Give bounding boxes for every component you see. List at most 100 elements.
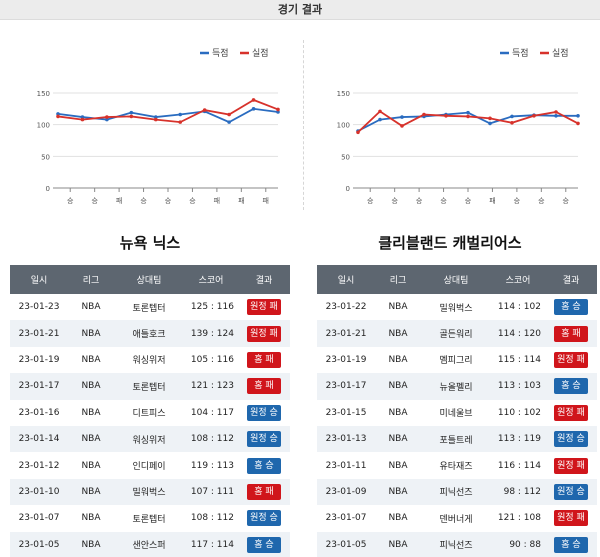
chart-divider	[303, 40, 304, 210]
opponent-cell: 피닉선즈	[439, 541, 473, 552]
date-cell: 23-01-17	[18, 381, 60, 392]
result-cell: 원정 패	[545, 505, 597, 531]
data-point	[80, 117, 85, 122]
league-cell: NBA	[81, 407, 101, 418]
data-point	[105, 117, 109, 122]
date-cell: 23-01-22	[325, 302, 367, 313]
score-cell: 114 : 102	[497, 302, 541, 313]
data-point	[129, 114, 134, 119]
data-point	[532, 114, 536, 118]
result-cell: 홈 승	[238, 532, 290, 557]
table-row: 23-01-14 NBA 워싱위저 108 : 112 원정 승	[10, 425, 290, 453]
x-tick-label: 승	[538, 197, 545, 205]
result-badge: 홈 승	[554, 378, 588, 395]
league-cell: NBA	[388, 486, 408, 497]
date-cell: 23-01-21	[18, 328, 60, 339]
date-cell: 23-01-05	[325, 539, 367, 550]
opponent-cell: 뉴올펠리	[439, 382, 473, 393]
result-badge: 원정 승	[247, 404, 281, 421]
opponent-cell: 덴버너게	[439, 514, 473, 525]
data-point	[400, 124, 404, 128]
date-cell: 23-01-10	[18, 486, 60, 497]
data-point	[576, 121, 580, 126]
date-cell: 23-01-17	[325, 381, 367, 392]
data-point	[422, 112, 426, 117]
league-cell: NBA	[81, 434, 101, 445]
result-cell: 원정 승	[545, 479, 597, 505]
x-tick-label: 승	[514, 197, 521, 205]
result-badge: 홈 패	[554, 325, 588, 342]
table-row: 23-01-16 NBA 디트피스 104 : 117 원정 승	[10, 399, 290, 426]
chart-left: 득점 실점 0 50 100 150 승 승 패 승 승 승 패 패 패	[0, 38, 300, 218]
data-point	[356, 130, 360, 135]
result-cell: 홈 패	[545, 320, 597, 346]
data-point	[488, 116, 492, 121]
result-cell: 원정 패	[545, 347, 597, 373]
date-cell: 23-01-07	[325, 513, 367, 524]
date-cell: 23-01-23	[18, 302, 60, 313]
date-cell: 23-01-14	[18, 434, 60, 445]
data-point	[251, 107, 256, 111]
league-cell: NBA	[81, 354, 101, 365]
league-cell: NBA	[81, 381, 101, 392]
score-cell: 114 : 120	[497, 328, 541, 339]
legend-label: 실점	[552, 47, 569, 59]
y-tick-label: 150	[337, 90, 350, 98]
series-line	[357, 110, 579, 133]
legend-label: 득점	[212, 47, 229, 59]
table-row: 23-01-23 NBA 토론텝터 125 : 116 원정 패	[10, 294, 290, 321]
team-title-left: 뉴욕 닉스	[119, 234, 181, 252]
league-cell: NBA	[388, 328, 408, 339]
data-point	[378, 109, 382, 114]
data-point	[554, 110, 558, 114]
opponent-cell: 포틀트레	[439, 435, 473, 446]
result-cell: 홈 패	[238, 347, 290, 373]
opponent-cell: 인디페이	[132, 462, 166, 473]
score-cell: 105 : 116	[190, 354, 234, 365]
results-table-header: 일시 리그 상대팀 스코어 결과	[10, 265, 290, 294]
result-cell: 원정 패	[238, 294, 290, 320]
score-cell: 116 : 114	[497, 460, 541, 471]
data-point	[153, 117, 158, 122]
date-cell: 23-01-13	[325, 434, 367, 445]
league-cell: NBA	[388, 513, 408, 524]
results-table-body: 23-01-23 NBA 토론텝터 125 : 116 원정 패 23-01-21 NBA 애…	[10, 294, 290, 557]
result-cell: 원정 승	[238, 400, 290, 426]
opponent-cell: 워싱위저	[132, 435, 166, 446]
table-row: 23-01-05 NBA 피닉선즈 90 : 88 홈 승	[317, 531, 597, 557]
column-header: 스코어	[198, 276, 224, 286]
opponent-cell: 피닉선즈	[439, 488, 473, 499]
x-tick-label: 승	[91, 197, 98, 205]
result-badge: 원정 승	[554, 483, 588, 500]
data-point	[488, 121, 492, 126]
score-cell: 104 : 117	[190, 407, 234, 418]
table-row: 23-01-13 NBA 포틀트레 113 : 119 원정 승	[317, 425, 597, 453]
result-cell: 원정 패	[545, 400, 597, 426]
x-tick-label: 승	[367, 197, 374, 205]
opponent-cell: 밀워벅스	[132, 488, 166, 499]
result-badge: 홈 승	[247, 457, 281, 474]
date-cell: 23-01-16	[18, 407, 60, 418]
x-tick-label: 승	[465, 197, 472, 205]
x-tick-label: 승	[189, 197, 196, 205]
league-cell: NBA	[81, 486, 101, 497]
table-row: 23-01-21 NBA 애틀호크 139 : 124 원정 패	[10, 320, 290, 347]
date-cell: 23-01-05	[18, 539, 60, 550]
y-tick-label: 150	[37, 90, 50, 98]
legend-label: 실점	[252, 47, 269, 59]
column-header: 리그	[82, 276, 100, 286]
league-cell: NBA	[81, 302, 101, 313]
result-cell: 원정 패	[545, 452, 597, 478]
chart-right-svg: 득점 실점 0 50 100 150 승 승 승 승 승 패 승 승 승	[337, 47, 580, 205]
series-line	[57, 98, 279, 124]
page-title: 경기 결과	[277, 3, 323, 16]
data-point	[466, 114, 470, 119]
league-cell: NBA	[388, 460, 408, 471]
result-badge: 원정 패	[554, 404, 588, 421]
league-cell: NBA	[388, 302, 408, 313]
data-point	[466, 110, 470, 115]
opponent-cell: 디트피스	[132, 409, 166, 420]
y-tick-label: 100	[37, 122, 50, 130]
x-tick-label: 패	[116, 196, 122, 205]
column-header: 일시	[337, 276, 355, 286]
